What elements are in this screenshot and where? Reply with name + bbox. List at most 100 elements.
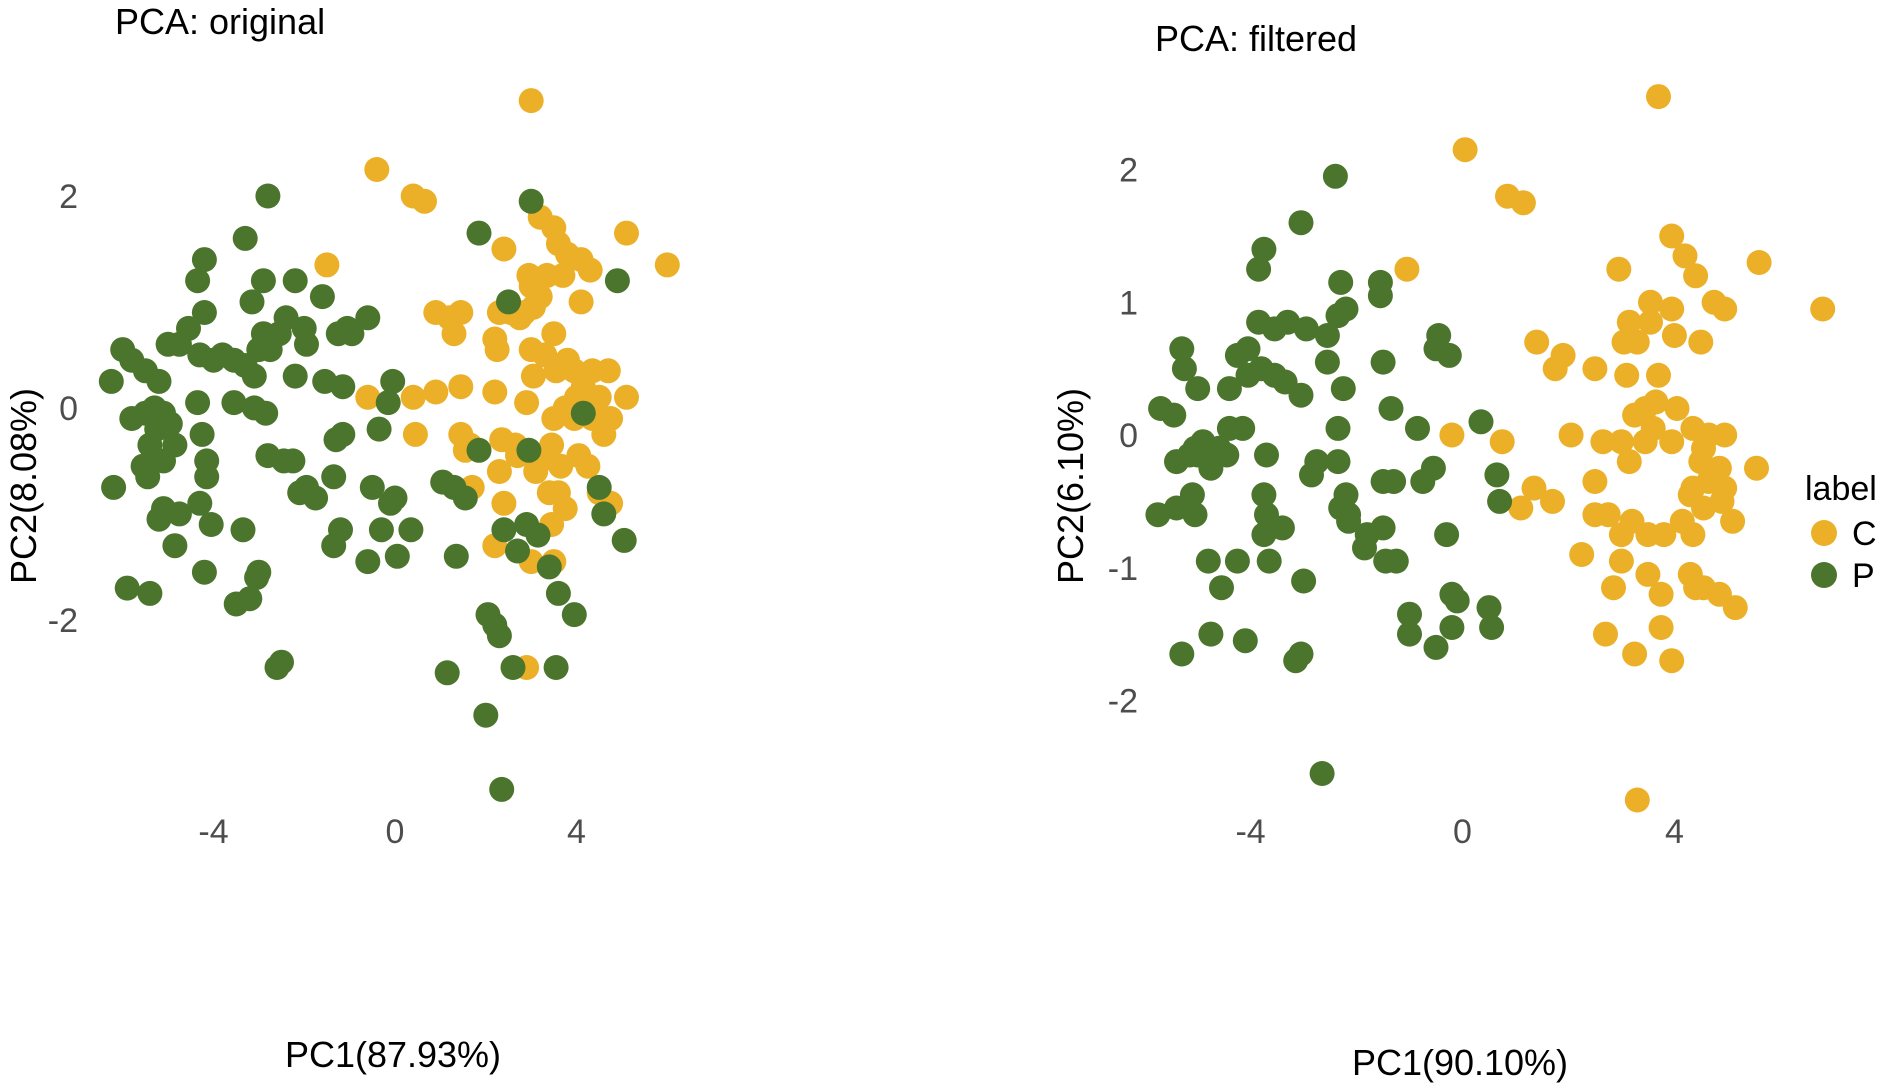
y-axis-label-original: PC2(8.08%) — [3, 388, 44, 584]
point-c — [1582, 356, 1608, 382]
point-p — [1291, 568, 1317, 594]
x-ticks-original: -4 0 4 — [198, 813, 586, 851]
point-p — [282, 268, 308, 294]
point-p — [185, 390, 211, 416]
point-c — [423, 379, 449, 405]
point-c — [1638, 309, 1663, 335]
point-c — [486, 459, 512, 484]
point-c — [491, 490, 517, 516]
point-p — [1383, 548, 1409, 574]
point-p — [1169, 336, 1195, 362]
point-c — [1688, 329, 1714, 355]
point-p — [1269, 515, 1295, 541]
x-tick-label: 0 — [1453, 813, 1472, 851]
point-p — [1314, 349, 1340, 375]
point-p — [191, 559, 217, 585]
point-p — [166, 331, 192, 357]
point-c — [1524, 329, 1550, 355]
point-p — [604, 268, 630, 294]
point-c — [575, 453, 601, 479]
point-p — [191, 300, 217, 325]
legend-label-p: P — [1852, 557, 1875, 595]
point-p — [1484, 462, 1510, 488]
point-c — [1558, 422, 1584, 448]
point-c — [1608, 522, 1634, 548]
point-c — [1744, 455, 1769, 481]
point-c — [1638, 289, 1663, 315]
point-p — [1251, 236, 1277, 262]
point-c — [1489, 429, 1515, 455]
point-c — [1510, 190, 1536, 216]
point-p — [1397, 601, 1422, 627]
point-p — [1325, 303, 1351, 329]
y-tick-label: -2 — [1108, 683, 1138, 721]
point-p — [1476, 595, 1502, 621]
point-p — [1434, 522, 1460, 548]
point-p — [1444, 588, 1470, 614]
point-c — [1709, 488, 1735, 514]
point-p — [1370, 349, 1396, 375]
point-c — [364, 157, 390, 182]
legend-label-c: C — [1852, 515, 1877, 553]
legend-swatch-c — [1811, 520, 1837, 546]
x-tick-label: 0 — [386, 813, 405, 851]
point-c — [1659, 223, 1685, 249]
point-p — [1354, 522, 1380, 548]
point-c — [1651, 522, 1677, 548]
point-p — [1169, 641, 1195, 667]
point-c — [523, 459, 549, 484]
point-p — [500, 655, 526, 680]
point-p — [1195, 548, 1221, 574]
point-c — [1746, 250, 1772, 275]
y-ticks-original: -2 0 2 — [48, 178, 78, 640]
point-p — [496, 289, 521, 315]
point-p — [384, 543, 410, 569]
point-p — [586, 474, 612, 500]
point-c — [1632, 429, 1658, 455]
point-c — [1661, 323, 1687, 348]
point-c — [482, 379, 508, 405]
point-c — [568, 289, 594, 315]
point-c — [1452, 137, 1478, 163]
point-p — [194, 464, 220, 490]
point-p — [328, 517, 353, 543]
point-c — [514, 390, 540, 416]
point-c — [1648, 615, 1674, 640]
point-p — [473, 702, 499, 728]
y-tick-label: -2 — [48, 602, 78, 640]
point-p — [516, 437, 542, 463]
point-p — [359, 474, 385, 500]
point-p — [241, 363, 267, 389]
point-c — [1659, 648, 1685, 674]
point-c — [441, 321, 467, 347]
point-p — [591, 501, 617, 527]
x-axis-label-filtered: PC1(90.10%) — [1352, 1042, 1568, 1083]
point-c — [614, 220, 639, 246]
point-p — [146, 506, 172, 532]
point-c — [1508, 495, 1534, 521]
point-c — [448, 374, 474, 400]
point-c — [1616, 449, 1642, 475]
point-p — [323, 427, 349, 453]
point-c — [541, 406, 567, 431]
point-c — [548, 453, 574, 479]
point-c — [1521, 475, 1547, 501]
chart-title-filtered: PCA: filtered — [1155, 18, 1357, 59]
point-p — [525, 522, 551, 548]
point-p — [1209, 575, 1234, 601]
point-c — [1582, 469, 1608, 494]
point-p — [545, 580, 571, 606]
point-p — [1309, 761, 1335, 786]
point-c — [1624, 787, 1650, 813]
point-p — [1198, 621, 1224, 647]
point-c — [1616, 309, 1642, 335]
point-p — [355, 549, 381, 575]
point-c — [541, 321, 567, 347]
point-p — [1288, 382, 1314, 408]
point-p — [198, 512, 224, 537]
point-p — [1198, 455, 1224, 481]
point-p — [491, 517, 517, 543]
point-p — [280, 448, 306, 474]
point-c — [654, 252, 680, 278]
